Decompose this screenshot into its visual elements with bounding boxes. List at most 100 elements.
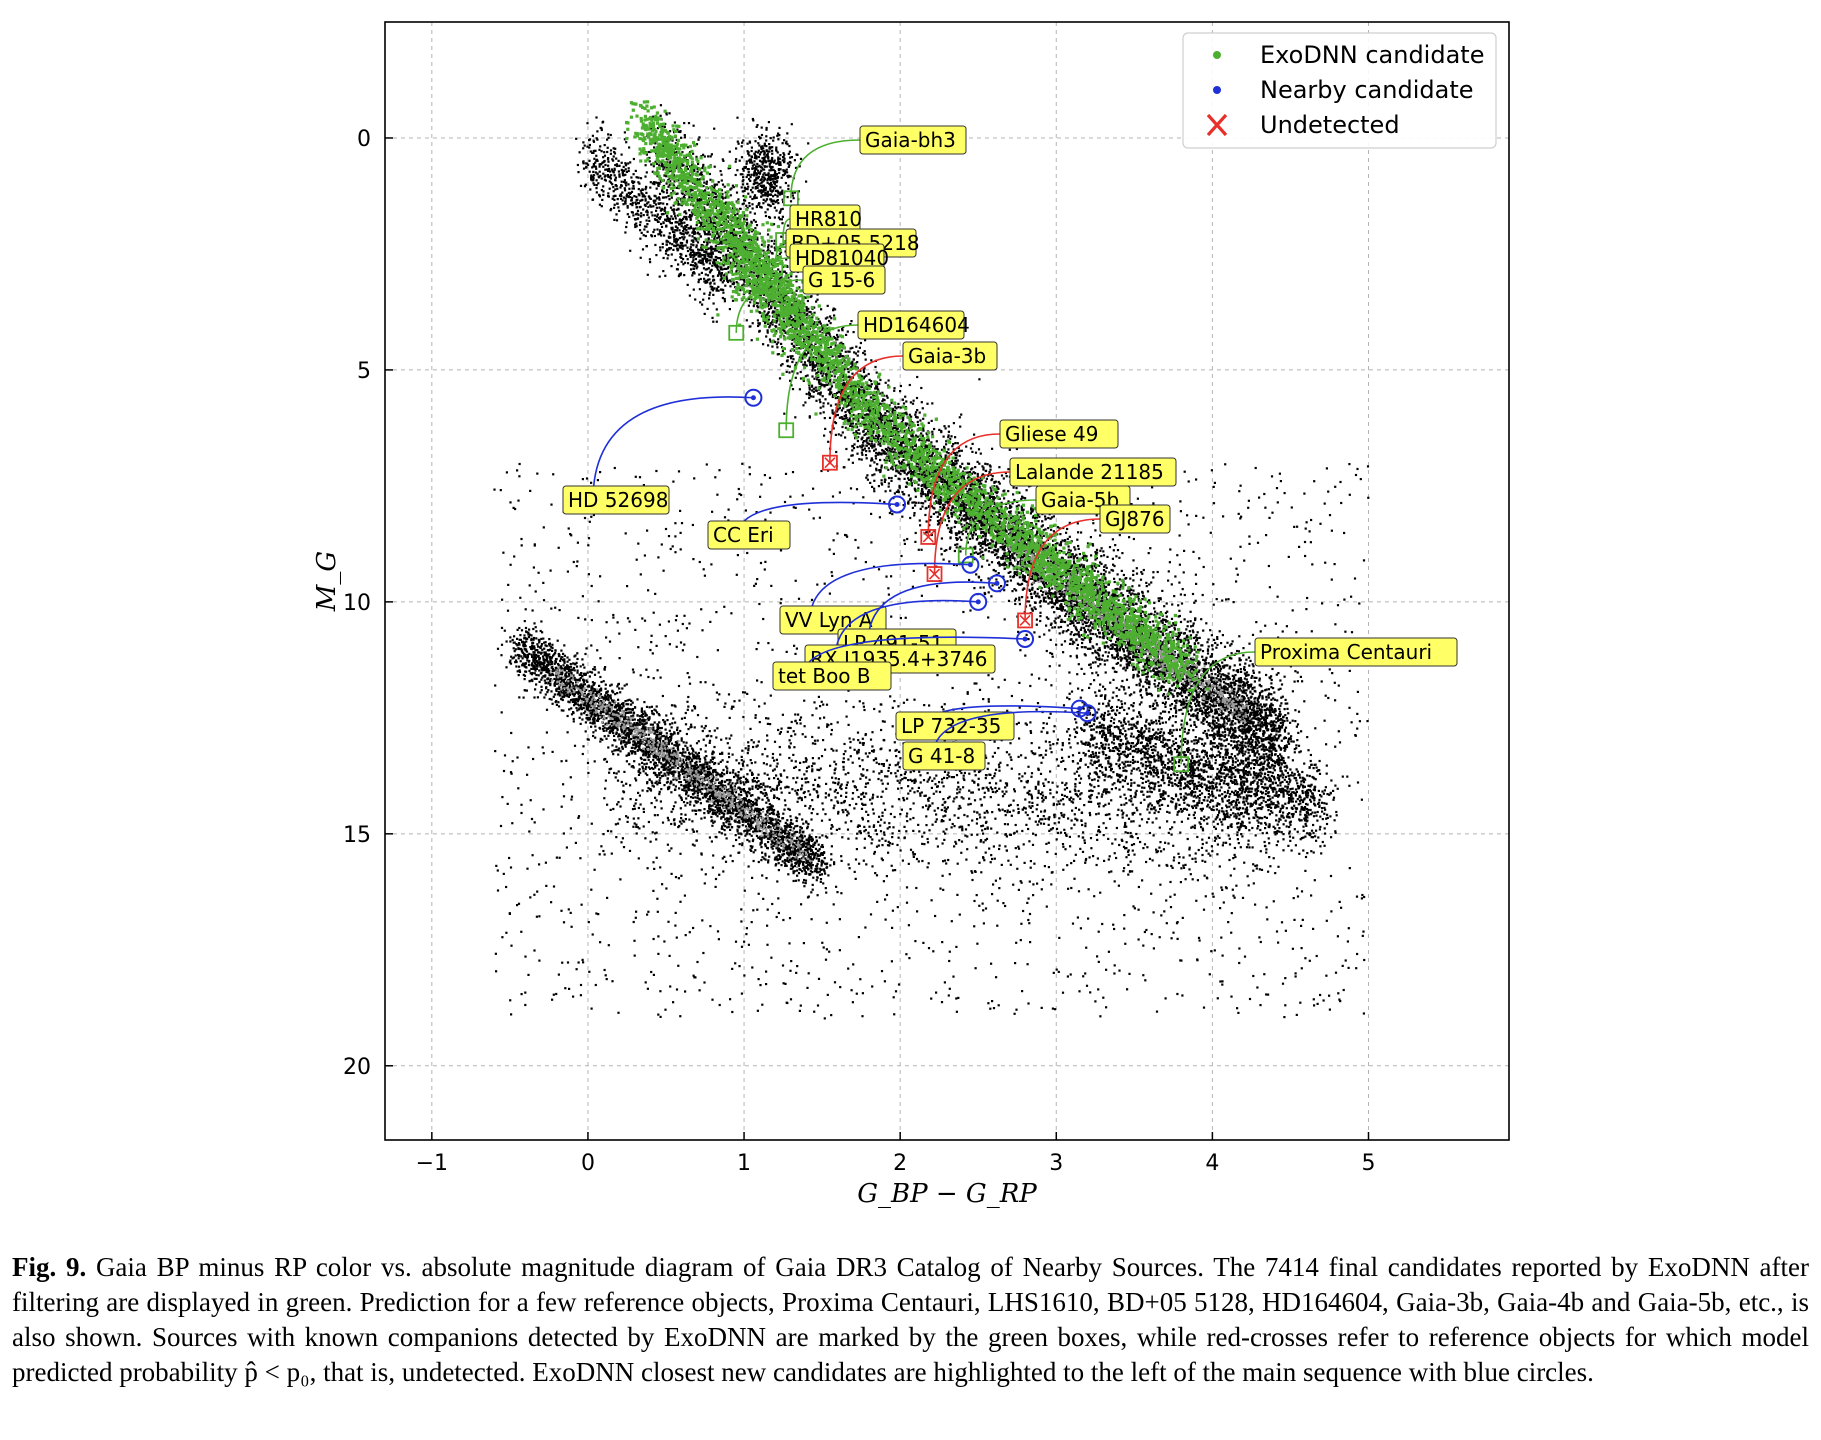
point bbox=[821, 395, 824, 398]
point bbox=[652, 115, 655, 118]
point bbox=[1095, 557, 1098, 560]
point bbox=[1212, 727, 1215, 730]
point bbox=[1009, 504, 1012, 507]
point bbox=[1233, 690, 1236, 693]
point bbox=[819, 406, 822, 409]
point bbox=[1209, 629, 1212, 632]
point bbox=[728, 256, 731, 259]
point bbox=[676, 200, 680, 203]
point bbox=[1159, 597, 1162, 600]
point bbox=[982, 586, 985, 589]
point bbox=[1118, 578, 1121, 581]
point bbox=[1126, 665, 1129, 668]
point bbox=[1164, 689, 1167, 692]
point bbox=[1098, 564, 1101, 567]
point bbox=[1072, 560, 1076, 563]
point bbox=[895, 433, 898, 436]
point bbox=[1085, 617, 1088, 621]
point bbox=[695, 224, 698, 227]
point bbox=[1170, 652, 1173, 655]
point bbox=[903, 435, 906, 438]
point bbox=[1204, 705, 1207, 708]
point bbox=[1044, 547, 1047, 550]
point bbox=[853, 351, 856, 354]
point bbox=[908, 383, 911, 387]
point bbox=[1280, 702, 1283, 705]
point bbox=[1265, 688, 1268, 691]
point bbox=[1042, 591, 1045, 594]
point bbox=[800, 360, 803, 363]
point bbox=[1102, 569, 1106, 572]
point bbox=[794, 364, 797, 367]
point bbox=[1031, 586, 1034, 589]
point bbox=[1101, 599, 1104, 603]
point bbox=[1080, 646, 1083, 649]
point bbox=[772, 310, 775, 313]
point bbox=[758, 257, 761, 260]
point bbox=[1253, 700, 1256, 703]
point bbox=[1270, 678, 1273, 682]
point bbox=[1244, 732, 1247, 735]
point bbox=[1139, 642, 1142, 645]
point bbox=[824, 384, 827, 387]
point bbox=[1224, 682, 1227, 685]
point bbox=[866, 441, 869, 444]
point bbox=[709, 178, 712, 181]
point bbox=[1093, 569, 1096, 572]
point bbox=[1276, 759, 1279, 762]
point bbox=[822, 405, 825, 408]
point bbox=[1232, 675, 1236, 678]
point bbox=[1213, 638, 1216, 641]
point bbox=[1110, 631, 1113, 634]
point bbox=[1084, 621, 1087, 624]
point bbox=[905, 400, 908, 403]
point bbox=[822, 402, 825, 405]
point bbox=[1193, 648, 1196, 651]
point bbox=[1216, 643, 1219, 646]
point bbox=[682, 228, 686, 231]
point bbox=[1270, 733, 1273, 736]
point bbox=[984, 535, 987, 538]
point bbox=[1230, 692, 1233, 695]
point bbox=[739, 289, 742, 292]
point bbox=[1050, 622, 1053, 625]
point bbox=[892, 434, 895, 437]
point bbox=[967, 462, 971, 465]
point bbox=[1140, 620, 1143, 623]
point bbox=[978, 552, 981, 555]
point bbox=[1163, 681, 1166, 684]
point bbox=[836, 338, 839, 341]
point bbox=[1053, 611, 1056, 614]
point bbox=[995, 542, 998, 545]
point bbox=[1104, 564, 1107, 567]
point bbox=[1220, 709, 1223, 712]
point bbox=[804, 375, 807, 378]
point bbox=[1175, 699, 1178, 702]
point bbox=[949, 546, 952, 549]
point bbox=[806, 312, 809, 315]
point bbox=[1054, 621, 1057, 624]
point bbox=[1036, 592, 1039, 595]
point bbox=[943, 445, 946, 448]
point bbox=[770, 239, 773, 243]
point bbox=[866, 478, 869, 481]
point bbox=[1179, 620, 1183, 624]
point bbox=[1110, 609, 1113, 612]
point bbox=[1177, 615, 1180, 618]
point bbox=[1243, 665, 1246, 669]
point bbox=[728, 279, 731, 282]
point bbox=[974, 472, 977, 475]
point bbox=[1246, 712, 1249, 715]
point bbox=[803, 338, 806, 341]
point bbox=[863, 433, 866, 437]
point bbox=[1079, 564, 1082, 567]
point bbox=[699, 178, 702, 181]
point bbox=[870, 512, 873, 515]
point bbox=[1186, 620, 1189, 623]
point bbox=[1154, 685, 1157, 688]
point bbox=[1016, 574, 1019, 577]
point bbox=[791, 360, 794, 364]
point bbox=[753, 212, 756, 215]
point bbox=[1068, 535, 1071, 538]
point bbox=[914, 413, 917, 416]
